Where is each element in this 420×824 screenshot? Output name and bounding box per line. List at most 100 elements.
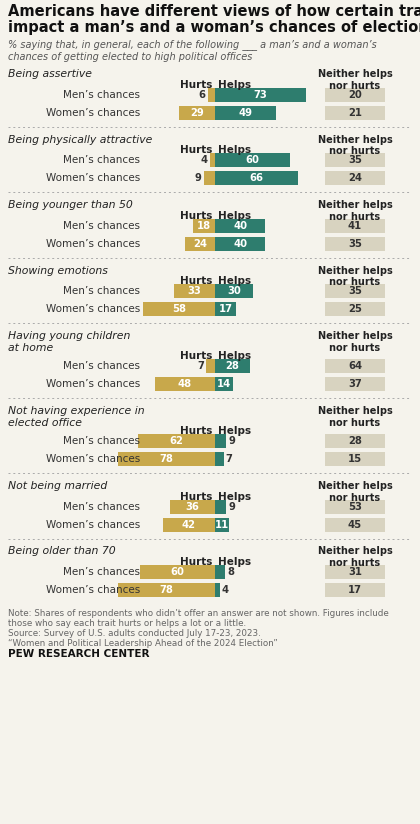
Bar: [325, 583, 385, 597]
Bar: [215, 583, 220, 597]
Bar: [325, 452, 385, 466]
Text: 21: 21: [348, 107, 362, 118]
Bar: [155, 377, 215, 391]
Text: Helps: Helps: [218, 491, 251, 502]
Bar: [325, 218, 385, 232]
Text: Women’s chances: Women’s chances: [46, 238, 140, 249]
Bar: [215, 236, 265, 250]
Text: 36: 36: [186, 502, 200, 512]
Text: 28: 28: [226, 361, 239, 371]
Text: Neither helps
nor hurts: Neither helps nor hurts: [318, 200, 392, 222]
Text: 9: 9: [228, 436, 235, 446]
Text: 6: 6: [199, 90, 205, 100]
Text: Neither helps
nor hurts: Neither helps nor hurts: [318, 265, 392, 287]
Text: Helps: Helps: [218, 351, 251, 361]
Text: 42: 42: [182, 519, 196, 530]
Bar: [137, 434, 215, 448]
Text: Helps: Helps: [218, 79, 251, 90]
Text: 45: 45: [348, 519, 362, 530]
Text: 9: 9: [228, 502, 235, 512]
Text: Being younger than 50: Being younger than 50: [8, 200, 133, 210]
Text: Women’s chances: Women’s chances: [46, 304, 140, 314]
Text: 62: 62: [169, 436, 183, 446]
Bar: [325, 236, 385, 250]
Text: Men’s chances: Men’s chances: [63, 361, 140, 371]
Text: 7: 7: [197, 361, 204, 371]
Text: 11: 11: [215, 519, 229, 530]
Text: Note: Shares of respondents who didn’t offer an answer are not shown. Figures in: Note: Shares of respondents who didn’t o…: [8, 609, 389, 629]
Text: 24: 24: [193, 238, 207, 249]
Bar: [215, 517, 229, 531]
Text: 4: 4: [201, 155, 208, 165]
Text: 78: 78: [159, 454, 173, 464]
Text: 78: 78: [159, 585, 173, 595]
Text: 14: 14: [217, 379, 231, 389]
Text: Men’s chances: Men’s chances: [63, 286, 140, 296]
Bar: [325, 377, 385, 391]
Text: 25: 25: [348, 304, 362, 314]
Text: 29: 29: [190, 107, 204, 118]
Text: Neither helps
nor hurts: Neither helps nor hurts: [318, 331, 392, 353]
Text: Women’s chances: Women’s chances: [46, 585, 140, 595]
Bar: [325, 302, 385, 316]
Text: 60: 60: [246, 155, 260, 165]
Text: Showing emotions: Showing emotions: [8, 265, 108, 275]
Text: Being physically attractive: Being physically attractive: [8, 134, 152, 144]
Text: Hurts: Hurts: [180, 491, 212, 502]
Text: Not having experience in
elected office: Not having experience in elected office: [8, 406, 144, 428]
Bar: [215, 565, 225, 579]
Bar: [325, 434, 385, 448]
Bar: [325, 359, 385, 373]
Text: 58: 58: [172, 304, 186, 314]
Text: 60: 60: [171, 567, 184, 577]
Text: 4: 4: [222, 585, 229, 595]
Text: 18: 18: [197, 221, 211, 231]
Bar: [215, 499, 226, 513]
Bar: [215, 302, 236, 316]
Text: Men’s chances: Men’s chances: [63, 502, 140, 512]
Text: Women’s chances: Women’s chances: [46, 379, 140, 389]
Text: 66: 66: [249, 173, 263, 183]
Text: 48: 48: [178, 379, 192, 389]
Text: Hurts: Hurts: [180, 351, 212, 361]
Bar: [142, 302, 215, 316]
Text: Men’s chances: Men’s chances: [63, 567, 140, 577]
Text: Helps: Helps: [218, 276, 251, 286]
Text: Hurts: Hurts: [180, 426, 212, 436]
Text: 17: 17: [219, 304, 233, 314]
Bar: [140, 565, 215, 579]
Text: 33: 33: [187, 286, 201, 296]
Bar: [215, 377, 233, 391]
Bar: [215, 171, 297, 185]
Text: 49: 49: [239, 107, 252, 118]
Bar: [192, 218, 215, 232]
Text: % saying that, in general, each of the following ___ a man’s and a woman’s
chanc: % saying that, in general, each of the f…: [8, 39, 377, 62]
Text: impact a man’s and a woman’s chances of election: impact a man’s and a woman’s chances of …: [8, 20, 420, 35]
Text: 37: 37: [348, 379, 362, 389]
Text: 30: 30: [227, 286, 241, 296]
Bar: [325, 171, 385, 185]
Text: 31: 31: [348, 567, 362, 577]
Text: Women’s chances: Women’s chances: [46, 173, 140, 183]
Bar: [215, 105, 276, 119]
Bar: [215, 153, 290, 167]
Text: Source: Survey of U.S. adults conducted July 17-23, 2023.
“Women and Political L: Source: Survey of U.S. adults conducted …: [8, 629, 278, 648]
Bar: [215, 284, 252, 298]
Bar: [179, 105, 215, 119]
Text: Being older than 70: Being older than 70: [8, 546, 116, 556]
Bar: [207, 87, 215, 101]
Bar: [163, 517, 215, 531]
Bar: [210, 153, 215, 167]
Text: Women’s chances: Women’s chances: [46, 107, 140, 118]
Text: 9: 9: [195, 173, 202, 183]
Text: 17: 17: [348, 585, 362, 595]
Text: 53: 53: [348, 502, 362, 512]
Text: Hurts: Hurts: [180, 557, 212, 567]
Text: Hurts: Hurts: [180, 79, 212, 90]
Text: Helps: Helps: [218, 145, 251, 155]
Text: PEW RESEARCH CENTER: PEW RESEARCH CENTER: [8, 649, 150, 659]
Bar: [215, 434, 226, 448]
Text: 20: 20: [348, 90, 362, 100]
Bar: [185, 236, 215, 250]
Text: Women’s chances: Women’s chances: [46, 519, 140, 530]
